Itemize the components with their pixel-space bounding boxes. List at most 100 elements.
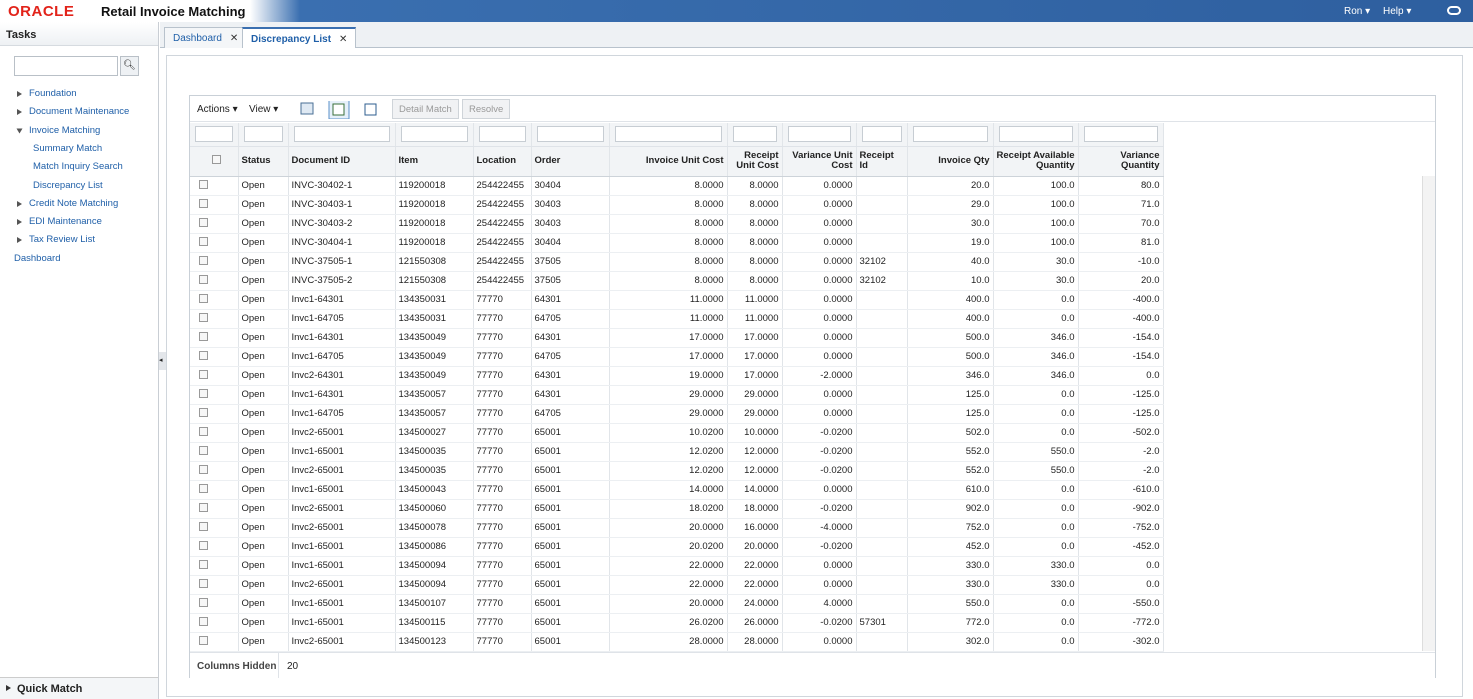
row-select[interactable] (190, 328, 239, 348)
icon-edit[interactable] (332, 103, 345, 116)
row-select[interactable] (190, 271, 239, 291)
data-row[interactable]: Open Invc1-64705 134350049 77770 64705 17.000… (190, 347, 1164, 367)
data-row[interactable]: Open Invc1-65001 134500086 77770 65001 20.020… (190, 537, 1164, 557)
select-all[interactable] (190, 146, 239, 177)
nav-link[interactable]: Foundation (29, 88, 77, 99)
row-select[interactable] (190, 442, 239, 462)
nav-link[interactable]: Tax Review List (29, 234, 95, 246)
toolbar-button[interactable]: Detail Match (392, 99, 459, 119)
nav-link[interactable]: EDI Maintenance (29, 216, 102, 228)
data-row[interactable]: Open Invc1-65001 134500043 77770 65001 14.000… (190, 480, 1164, 500)
filter-input[interactable] (293, 126, 390, 143)
row-select[interactable] (190, 632, 239, 652)
data-row[interactable]: Open Invc1-64301 134350031 77770 64301 11.000… (190, 290, 1164, 310)
power-icon[interactable] (1447, 6, 1461, 15)
row-select[interactable] (190, 385, 239, 405)
view[interactable]: View (249, 104, 271, 115)
nav-toggle[interactable] (17, 91, 22, 97)
data-row[interactable]: Open Invc2-65001 134500078 77770 65001 20.000… (190, 518, 1164, 538)
tab-label[interactable]: Discrepancy List (251, 34, 332, 45)
data-row[interactable]: Open Invc1-64705 134350031 77770 64705 11.000… (190, 309, 1164, 329)
nav-link[interactable]: Credit Note Matching (29, 197, 119, 209)
actions[interactable]: Actions (197, 104, 230, 115)
column-header[interactable]: Order (531, 146, 610, 177)
search-button[interactable]: 🔍︎ (120, 56, 139, 76)
row-select[interactable] (190, 518, 239, 538)
row-select[interactable] (190, 594, 239, 614)
view-menu[interactable]: View ▾ (249, 104, 279, 115)
filter-input[interactable] (536, 126, 604, 143)
filter-input[interactable] (400, 126, 468, 143)
filter-input[interactable] (998, 126, 1073, 143)
row-select[interactable] (190, 499, 239, 519)
help[interactable]: Help (1383, 6, 1404, 17)
tab[interactable]: Dashboard ✕ (164, 27, 248, 48)
toolbar-button[interactable]: Resolve (462, 99, 511, 119)
help-menu[interactable]: Help ▾ (1383, 6, 1412, 17)
column-header[interactable]: Document ID (288, 146, 396, 177)
column-header[interactable]: Variance Quantity (1078, 146, 1164, 177)
column-header[interactable]: Location (473, 146, 532, 177)
data-row[interactable]: Open Invc2-64301 134350049 77770 64301 19.000… (190, 366, 1164, 386)
data-row[interactable]: Open INVC-37505-1 121550308 254422455 37505 8… (190, 252, 1164, 272)
column-header[interactable]: Variance Unit Cost (782, 146, 857, 177)
data-row[interactable]: Open Invc1-64301 134350057 77770 64301 29.000… (190, 385, 1164, 405)
row-select[interactable] (190, 290, 239, 310)
icon-detach[interactable] (364, 103, 377, 116)
data-row[interactable]: Open Invc2-65001 134500060 77770 65001 18.020… (190, 499, 1164, 519)
actions-menu[interactable]: Actions ▾ (197, 104, 238, 115)
row-select[interactable] (190, 423, 239, 443)
data-row[interactable]: Open Invc1-65001 134500115 77770 65001 26.020… (190, 613, 1164, 633)
search-input[interactable] (14, 56, 118, 76)
nav-toggle[interactable] (16, 128, 23, 134)
data-row[interactable]: Open Invc1-65001 134500094 77770 65001 22.000… (190, 556, 1164, 576)
tab-label[interactable]: Dashboard (173, 33, 222, 44)
row-select[interactable] (190, 366, 239, 386)
tab-active[interactable]: Discrepancy List ✕ (242, 27, 357, 48)
column-header[interactable]: Receipt Available Quantity (993, 146, 1079, 177)
data-row[interactable]: Open Invc1-64301 134350049 77770 64301 17.000… (190, 328, 1164, 348)
filter-input[interactable] (243, 126, 283, 143)
nav-toggle[interactable] (17, 237, 22, 244)
user[interactable]: Ron (1344, 6, 1363, 17)
quick-match-label[interactable]: Quick Match (17, 683, 83, 695)
data-row[interactable]: Open Invc2-65001 134500027 77770 65001 10.020… (190, 423, 1164, 443)
column-header[interactable]: Receipt Unit Cost (727, 146, 783, 177)
data-row[interactable]: Open INVC-30404-1 119200018 254422455 30404 8… (190, 233, 1164, 253)
nav-toggle[interactable] (17, 219, 22, 226)
column-header[interactable]: Invoice Qty (907, 146, 994, 177)
data-row[interactable]: Open Invc2-65001 134500035 77770 65001 12.020… (190, 461, 1164, 481)
filter-input[interactable] (787, 126, 851, 143)
data-row[interactable]: Open Invc2-65001 134500123 77770 65001 28.000… (190, 632, 1164, 652)
scrollbar[interactable] (1422, 176, 1435, 651)
data-row[interactable]: Open INVC-30403-2 119200018 254422455 30403 8… (190, 214, 1164, 234)
row-select[interactable] (190, 556, 239, 576)
data-row[interactable]: Open Invc1-65001 134500107 77770 65001 20.000… (190, 594, 1164, 614)
nav-link[interactable]: Invoice Matching (29, 124, 101, 136)
filter-input[interactable] (861, 126, 902, 143)
filter-input[interactable] (1083, 126, 1158, 143)
row-select[interactable] (190, 575, 239, 595)
row-select[interactable] (190, 461, 239, 481)
row-select[interactable] (190, 252, 239, 272)
filter-input[interactable] (732, 126, 777, 143)
row-select[interactable] (190, 309, 239, 329)
data-row[interactable]: Open Invc2-65001 134500094 77770 65001 22.000… (190, 575, 1164, 595)
row-select[interactable] (190, 480, 239, 500)
quick-match[interactable]: Quick Match (0, 677, 158, 699)
row-select[interactable] (190, 537, 239, 557)
nav-sublink[interactable]: Match Inquiry Search (33, 161, 123, 173)
data-row[interactable]: Open INVC-30402-1 119200018 254422455 30404 8… (190, 176, 1164, 196)
nav-sublink[interactable]: Summary Match (33, 142, 103, 154)
icon-export[interactable] (300, 102, 314, 115)
filter-input[interactable] (912, 126, 988, 143)
data-row[interactable]: Open INVC-37505-2 121550308 254422455 37505 8… (190, 271, 1164, 291)
nav-toggle[interactable] (17, 200, 22, 207)
data-row[interactable]: Open INVC-30403-1 119200018 254422455 30403 8… (190, 195, 1164, 215)
filter-input[interactable] (614, 126, 722, 143)
row-select[interactable] (190, 613, 239, 633)
splitter[interactable]: ◂ (159, 352, 166, 370)
nav-sublink[interactable]: Discrepancy List (33, 179, 103, 191)
user-menu[interactable]: Ron ▾ (1344, 6, 1371, 17)
filter-input[interactable] (478, 126, 526, 143)
